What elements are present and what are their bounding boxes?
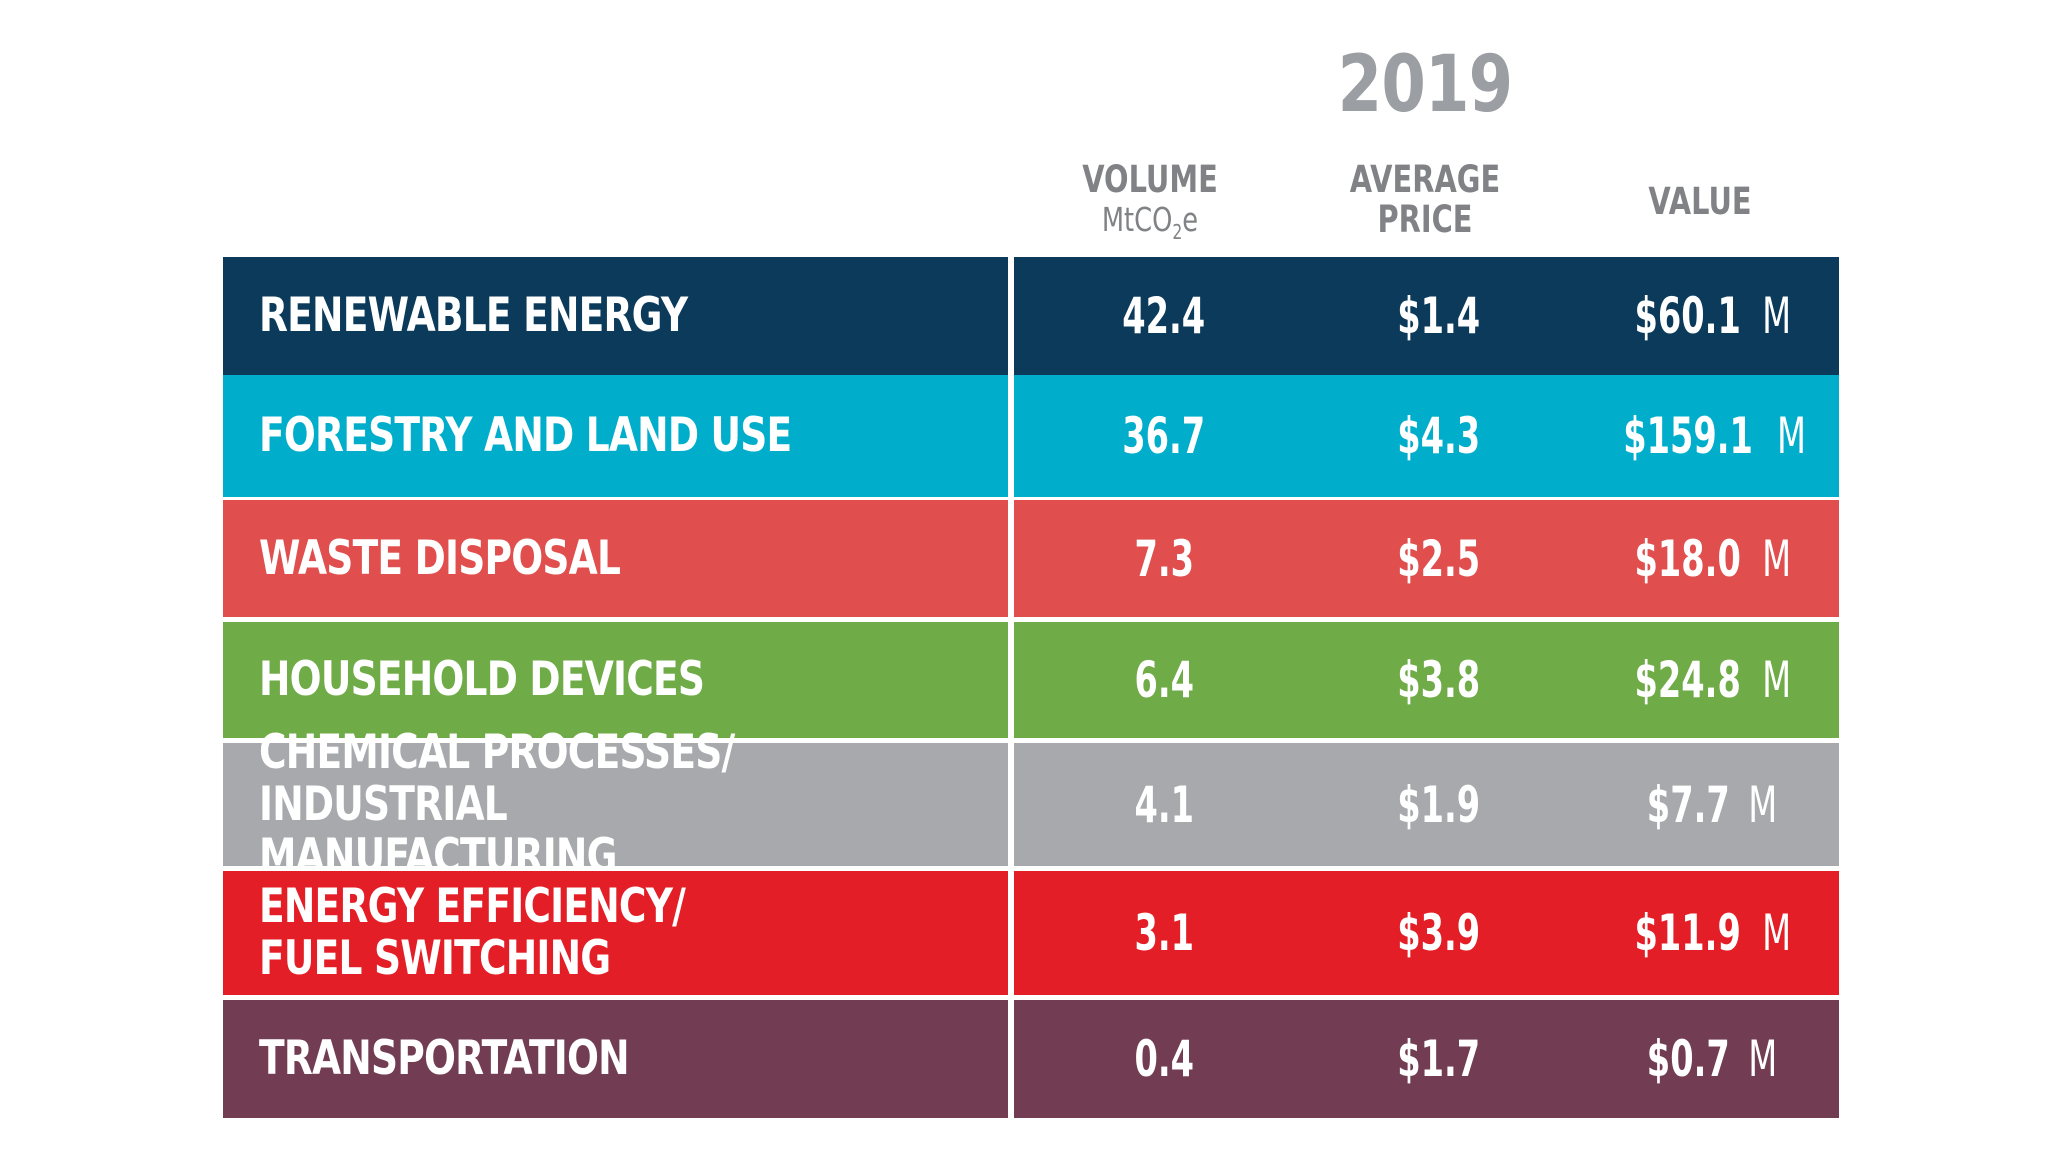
price-label-line1: AVERAGE — [1349, 158, 1501, 201]
column-divider — [1008, 871, 1014, 995]
volume-cell: 3.1 — [1134, 904, 1194, 962]
volume-cell: 42.4 — [1122, 287, 1206, 345]
value-cell: $159.1 M — [1623, 407, 1806, 465]
price-cell: $4.3 — [1397, 407, 1481, 465]
volume-cell: 4.1 — [1134, 775, 1194, 834]
category-label: WASTE DISPOSAL — [223, 500, 1008, 617]
category-label: HOUSEHOLD DEVICES — [223, 622, 1008, 738]
volume-cell: 36.7 — [1122, 407, 1206, 465]
values-block: 4.1 $1.9 $7.7 M — [1014, 743, 1839, 866]
column-divider — [1008, 500, 1014, 617]
column-header-volume: VOLUME MtCO2e — [1064, 160, 1236, 252]
category-label: FORESTRY AND LAND USE — [223, 375, 1008, 497]
price-cell: $2.5 — [1397, 529, 1481, 588]
volume-cell: 0.4 — [1134, 1030, 1194, 1088]
volume-unit: MtCO2e — [1101, 200, 1199, 244]
volume-cell: 7.3 — [1134, 529, 1194, 588]
price-cell: $1.7 — [1397, 1030, 1481, 1088]
table-row: ENERGY EFFICIENCY/ FUEL SWITCHING 3.1 $3.9… — [223, 871, 1839, 995]
price-cell: $3.9 — [1397, 904, 1481, 962]
value-unit: M — [1762, 904, 1792, 962]
value-cell: $11.9 M — [1634, 904, 1792, 962]
value-unit: M — [1762, 651, 1792, 709]
table-row: WASTE DISPOSAL 7.3 $2.5 $18.0 M — [223, 500, 1839, 617]
category-label: CHEMICAL PROCESSES/ INDUSTRIAL MANUFACTU… — [223, 726, 1008, 882]
value-unit: M — [1762, 287, 1792, 345]
table-row: RENEWABLE ENERGY 42.4 $1.4 $60.1 M — [223, 257, 1839, 375]
table-row: FORESTRY AND LAND USE 36.7 $4.3 $159.1 M — [223, 375, 1839, 497]
column-divider — [1008, 622, 1014, 738]
value-cell: $7.7 M — [1646, 775, 1778, 834]
values-block: 0.4 $1.7 $0.7 M — [1014, 1000, 1839, 1118]
values-block: 7.3 $2.5 $18.0 M — [1014, 500, 1839, 617]
volume-label: VOLUME — [1082, 158, 1218, 201]
price-cell: $3.8 — [1397, 651, 1481, 709]
values-block: 42.4 $1.4 $60.1 M — [1014, 257, 1839, 375]
category-label: ENERGY EFFICIENCY/ FUEL SWITCHING — [223, 871, 1008, 995]
volume-cell: 6.4 — [1134, 651, 1194, 709]
column-divider — [1008, 257, 1014, 375]
price-cell: $1.4 — [1397, 287, 1481, 345]
value-cell: $24.8 M — [1634, 651, 1792, 709]
category-label: TRANSPORTATION — [223, 1000, 1008, 1118]
value-unit: M — [1762, 529, 1792, 588]
price-cell: $1.9 — [1397, 775, 1481, 834]
values-block: 3.1 $3.9 $11.9 M — [1014, 871, 1839, 995]
column-header-value: VALUE — [1648, 180, 1752, 223]
value-cell: $18.0 M — [1634, 529, 1792, 588]
value-cell: $0.7 M — [1646, 1030, 1778, 1088]
column-header-price: AVERAGE PRICE — [1335, 160, 1514, 240]
table-row: CHEMICAL PROCESSES/ INDUSTRIAL MANUFACTU… — [223, 726, 1839, 882]
column-divider — [1008, 375, 1014, 497]
value-cell: $60.1 M — [1634, 287, 1792, 345]
table-row: HOUSEHOLD DEVICES 6.4 $3.8 $24.8 M — [223, 622, 1839, 738]
table-row: TRANSPORTATION 0.4 $1.7 $0.7 M — [223, 1000, 1839, 1118]
category-label: RENEWABLE ENERGY — [223, 257, 1008, 375]
value-unit: M — [1748, 1030, 1778, 1088]
year-title: 2019 — [1337, 40, 1514, 130]
values-block: 6.4 $3.8 $24.8 M — [1014, 622, 1839, 738]
value-unit: M — [1776, 407, 1806, 465]
value-unit: M — [1748, 775, 1778, 834]
price-label-line2: PRICE — [1377, 198, 1473, 241]
values-block: 36.7 $4.3 $159.1 M — [1014, 375, 1839, 497]
column-divider — [1008, 743, 1014, 866]
column-divider — [1008, 1000, 1014, 1118]
